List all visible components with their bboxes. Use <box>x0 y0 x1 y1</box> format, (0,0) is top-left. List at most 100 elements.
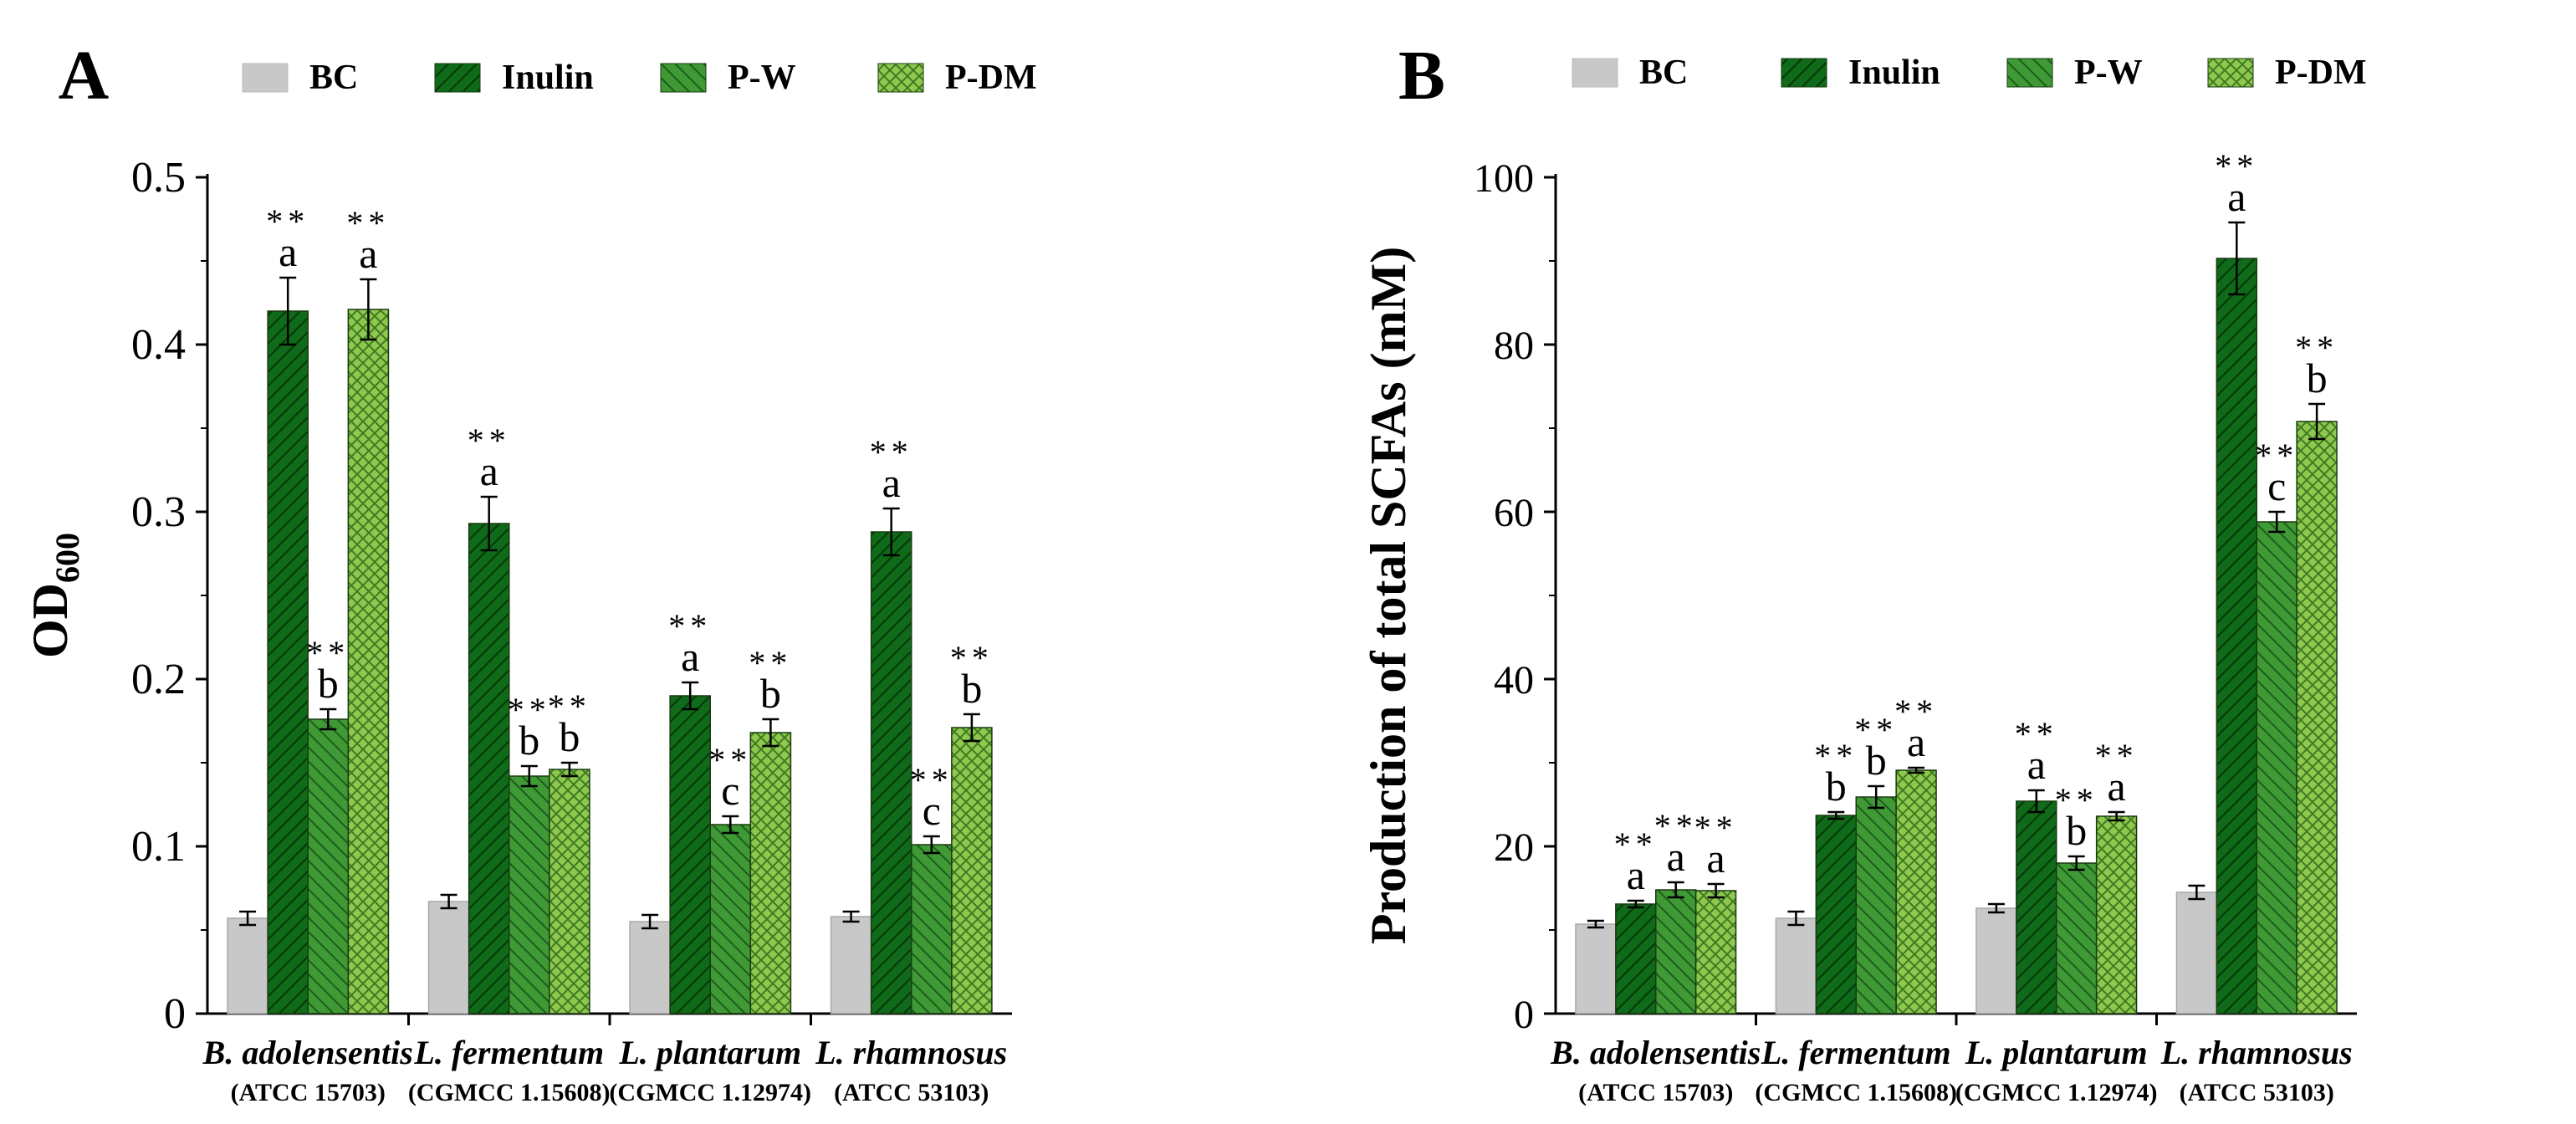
sig-stars: ** <box>508 691 551 728</box>
category-strain: (ATCC 53103) <box>2180 1079 2334 1106</box>
legend-label-bc: BC <box>1639 54 1688 92</box>
sig-letter: c <box>721 767 739 814</box>
panel-letter: A <box>59 37 110 115</box>
sig-stars: ** <box>950 639 994 677</box>
bar-bc <box>1975 907 2017 1014</box>
sig-letter: a <box>480 447 498 494</box>
bar-bc <box>1575 923 1617 1014</box>
sig-stars: ** <box>1694 809 1738 846</box>
sig-stars: ** <box>708 741 752 779</box>
sig-letter: b <box>2307 355 2328 401</box>
legend-swatch-pw <box>2006 58 2053 88</box>
y-tick-label: 80 <box>1494 324 1534 368</box>
bar-pdm <box>347 309 390 1014</box>
sig-stars: ** <box>266 202 309 240</box>
category-name: B. adolensentis <box>1550 1034 1761 1071</box>
legend-label-pdm: P-DM <box>945 59 1037 97</box>
panel-a: A BC Inulin P-W P-DM00.10.20.30.40.5OD600a**… <box>23 37 1037 1106</box>
y-tick-label: 0 <box>164 990 186 1038</box>
sig-stars: ** <box>668 607 712 645</box>
category-name: L. plantarum <box>1965 1034 2148 1071</box>
y-axis-label: Production of total SCFAs (mM) <box>1361 247 1416 944</box>
category-name: L. fermentum <box>413 1034 604 1071</box>
sig-letter: a <box>279 228 297 275</box>
bar-pw <box>1855 796 1897 1014</box>
bar-pw <box>2056 862 2098 1014</box>
sig-stars: ** <box>1654 807 1698 845</box>
sig-letter: a <box>1627 851 1645 898</box>
bar-bc <box>830 916 872 1014</box>
sig-letter: a <box>882 459 901 506</box>
sig-letter: a <box>359 230 377 277</box>
sig-letter: a <box>1907 718 1925 765</box>
sig-letter: b <box>760 670 781 717</box>
bar-pdm <box>1895 769 1937 1014</box>
sig-letter: c <box>923 787 941 834</box>
bar-bc <box>427 901 470 1014</box>
bar-inulin <box>1615 903 1657 1014</box>
y-tick-label: 0.5 <box>131 154 186 202</box>
legend-label-pw: P-W <box>2074 54 2143 92</box>
sig-letter: b <box>519 717 539 764</box>
bar-pw <box>509 775 550 1014</box>
y-tick-label: 0.1 <box>131 823 186 871</box>
y-tick-label: 0.3 <box>131 488 186 536</box>
y-tick-label: 20 <box>1494 825 1534 870</box>
sig-letter: a <box>2107 763 2125 810</box>
category-name: L. fermentum <box>1761 1034 1951 1071</box>
sig-stars: ** <box>749 644 792 682</box>
bar-pw <box>1655 889 1697 1014</box>
sig-stars: ** <box>2015 715 2058 753</box>
sig-stars: ** <box>870 433 913 471</box>
sig-stars: ** <box>2095 737 2139 774</box>
y-tick-label: 60 <box>1494 491 1534 535</box>
legend-label-inulin: Inulin <box>1848 54 1940 92</box>
bar-bc <box>227 917 268 1014</box>
bar-inulin <box>2016 800 2057 1014</box>
panel-b: B BC Inulin P-W P-DM 0 20 40 60 80 100 Production o… <box>1361 37 2367 1106</box>
sig-stars: ** <box>1814 737 1858 774</box>
category-name: B. adolensentis <box>202 1034 413 1071</box>
category-name: L. rhamnosus <box>2160 1034 2353 1071</box>
legend-label-inulin: Inulin <box>502 59 594 97</box>
category-strain: (ATCC 53103) <box>834 1079 989 1106</box>
bar-pdm <box>951 727 993 1014</box>
bar-pdm <box>1694 890 1737 1014</box>
sig-stars: ** <box>2295 329 2338 366</box>
sig-letter: a <box>2227 173 2246 220</box>
sig-letter: b <box>318 660 339 707</box>
sig-letter: b <box>1866 737 1887 784</box>
y-axis-label: OD600 <box>23 533 86 658</box>
y-tick-label: 0.2 <box>131 656 186 703</box>
bar-pw <box>2256 521 2297 1014</box>
category-strain: (CGMCC 1.12974) <box>1955 1079 2158 1106</box>
legend-label-pw: P-W <box>728 59 796 97</box>
bar-inulin <box>669 695 712 1014</box>
sig-stars: ** <box>346 204 390 242</box>
legend-label-bc: BC <box>309 59 358 97</box>
bar-inulin <box>1815 815 1858 1014</box>
y-tick-label: 100 <box>1474 156 1534 201</box>
legend-swatch-pdm <box>877 63 924 93</box>
panel-letter: B <box>1398 37 1445 115</box>
sig-letter: b <box>961 665 982 712</box>
legend-swatch-pw <box>660 63 707 93</box>
legend-swatch-bc <box>242 63 289 93</box>
bar-inulin <box>468 523 510 1014</box>
sig-letter: b <box>1826 763 1847 810</box>
bar-bc <box>629 921 671 1014</box>
sig-stars: ** <box>910 761 953 799</box>
sig-stars: ** <box>2215 147 2258 185</box>
sig-letter: c <box>2267 462 2286 509</box>
sig-letter: a <box>1667 833 1685 880</box>
bar-inulin <box>267 310 309 1014</box>
sig-stars: ** <box>1854 711 1898 748</box>
bar-inulin <box>2216 258 2258 1014</box>
legend-swatch-inulin <box>1781 58 1827 88</box>
legend-swatch-inulin <box>434 63 481 93</box>
y-tick-label: 40 <box>1494 658 1534 702</box>
sig-stars: ** <box>1894 692 1938 730</box>
legend-label-pdm: P-DM <box>2275 54 2367 92</box>
category-strain: (CGMCC 1.12974) <box>609 1079 811 1106</box>
sig-stars: ** <box>2255 437 2298 474</box>
